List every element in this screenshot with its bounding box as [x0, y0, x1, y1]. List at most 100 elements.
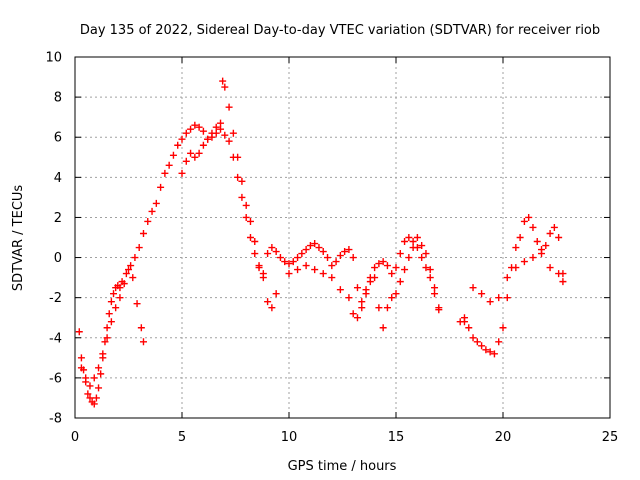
- data-point: [272, 290, 280, 298]
- data-point: [431, 284, 439, 292]
- data-point: [174, 141, 182, 149]
- data-point: [324, 254, 332, 262]
- x-axis-label: GPS time / hours: [288, 459, 397, 474]
- data-point: [546, 229, 554, 237]
- data-point: [268, 244, 276, 252]
- data-point: [195, 149, 203, 157]
- data-point: [135, 244, 143, 252]
- y-tick-label: -8: [49, 412, 62, 427]
- x-tick-label: 20: [495, 430, 512, 445]
- data-point: [336, 286, 344, 294]
- data-point: [358, 298, 366, 306]
- data-point: [473, 338, 481, 346]
- data-point: [349, 254, 357, 262]
- y-tick-label: -6: [49, 371, 62, 386]
- data-point: [345, 246, 353, 254]
- data-point: [195, 123, 203, 131]
- data-point: [92, 394, 100, 402]
- data-point: [84, 390, 92, 398]
- data-point: [264, 250, 272, 258]
- data-point: [255, 262, 263, 270]
- data-point: [131, 254, 139, 262]
- data-point: [383, 304, 391, 312]
- data-point: [199, 127, 207, 135]
- x-tick-label: 0: [71, 430, 79, 445]
- x-tick-label: 5: [178, 430, 186, 445]
- data-point: [319, 270, 327, 278]
- data-point: [77, 364, 85, 372]
- data-point: [538, 250, 546, 258]
- data-point: [116, 294, 124, 302]
- data-point: [133, 300, 141, 308]
- data-point: [469, 334, 477, 342]
- data-point: [82, 374, 90, 382]
- data-point: [246, 217, 254, 225]
- grid-lines: [75, 57, 610, 418]
- data-point: [490, 350, 498, 358]
- data-point: [144, 217, 152, 225]
- data-point: [302, 246, 310, 254]
- data-point: [520, 217, 528, 225]
- data-point: [169, 151, 177, 159]
- data-point: [315, 244, 323, 252]
- data-point: [392, 264, 400, 272]
- data-point: [281, 258, 289, 266]
- data-point: [191, 153, 199, 161]
- data-point: [251, 238, 259, 246]
- data-point: [199, 141, 207, 149]
- data-point: [294, 266, 302, 274]
- data-point: [542, 242, 550, 250]
- data-point: [418, 254, 426, 262]
- data-point: [460, 318, 468, 326]
- data-point: [225, 137, 233, 145]
- data-point: [208, 129, 216, 137]
- data-point: [110, 290, 118, 298]
- data-point: [418, 242, 426, 250]
- data-point: [413, 234, 421, 241]
- data-point: [550, 223, 558, 231]
- data-point: [204, 135, 212, 143]
- data-point: [187, 125, 195, 133]
- data-point: [137, 324, 145, 332]
- data-point: [383, 262, 391, 270]
- data-point: [107, 298, 115, 306]
- data-point: [486, 348, 494, 356]
- data-point: [125, 266, 132, 274]
- data-point: [332, 258, 340, 266]
- x-tick-label: 10: [281, 430, 298, 445]
- data-point: [529, 254, 537, 262]
- data-point: [101, 338, 109, 346]
- data-point: [178, 169, 186, 177]
- y-axis-label: SDTVAR / TECUs: [11, 185, 26, 292]
- data-point: [465, 324, 473, 332]
- data-point: [75, 328, 83, 336]
- data-point: [178, 135, 186, 143]
- data-point: [99, 350, 107, 358]
- data-point: [238, 193, 246, 201]
- data-point: [116, 284, 124, 292]
- data-point: [191, 121, 199, 129]
- y-tick-label: 8: [54, 91, 62, 106]
- data-point: [127, 262, 135, 270]
- data-point: [285, 260, 293, 268]
- data-point: [259, 270, 267, 278]
- data-point: [212, 123, 220, 131]
- data-point: [234, 173, 242, 181]
- data-point: [371, 274, 379, 282]
- data-point: [328, 262, 336, 270]
- data-point: [242, 213, 250, 221]
- data-point: [139, 229, 147, 237]
- data-point: [555, 270, 563, 278]
- y-tick-label: 4: [54, 171, 62, 186]
- data-point: [242, 201, 250, 209]
- data-point: [268, 304, 276, 312]
- data-point: [129, 274, 137, 282]
- data-point: [107, 318, 115, 326]
- data-point: [525, 213, 533, 221]
- data-point: [165, 161, 173, 169]
- data-point: [422, 250, 430, 258]
- data-point: [294, 254, 302, 262]
- data-point: [225, 103, 233, 111]
- data-point: [217, 125, 225, 133]
- data-point: [426, 274, 434, 282]
